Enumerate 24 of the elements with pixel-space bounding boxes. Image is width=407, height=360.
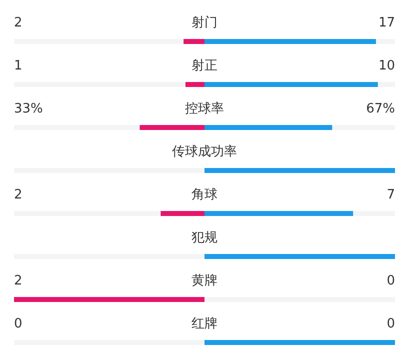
annotation: 10 <box>378 58 395 74</box>
annotation: 7 <box>386 188 395 203</box>
y-tick-label: 传球成功率 <box>172 144 237 160</box>
bar <box>185 82 204 87</box>
annotation: 2 <box>14 274 22 289</box>
annotation: 0 <box>14 316 22 332</box>
y-tick-label: 角球 <box>192 188 218 203</box>
y-tick-label: 犯规 <box>192 230 218 246</box>
annotation: 33% <box>14 102 43 117</box>
bar <box>160 211 204 216</box>
bar <box>184 39 204 44</box>
y-tick-label: 控球率 <box>185 100 224 117</box>
annotation: 17 <box>378 16 395 31</box>
y-tick-label: 黄牌 <box>192 274 218 289</box>
y-tick-label: 射正 <box>192 58 218 74</box>
annotation: 2 <box>14 188 22 203</box>
annotation: 2 <box>14 16 22 31</box>
y-tick-label: 射门 <box>192 14 218 31</box>
annotation: 0 <box>386 274 395 289</box>
annotation: 1 <box>14 58 22 74</box>
annotation: 0 <box>386 316 395 332</box>
y-tick-label: 红牌 <box>192 316 218 332</box>
annotation: 67% <box>366 102 395 117</box>
bar <box>140 125 204 130</box>
